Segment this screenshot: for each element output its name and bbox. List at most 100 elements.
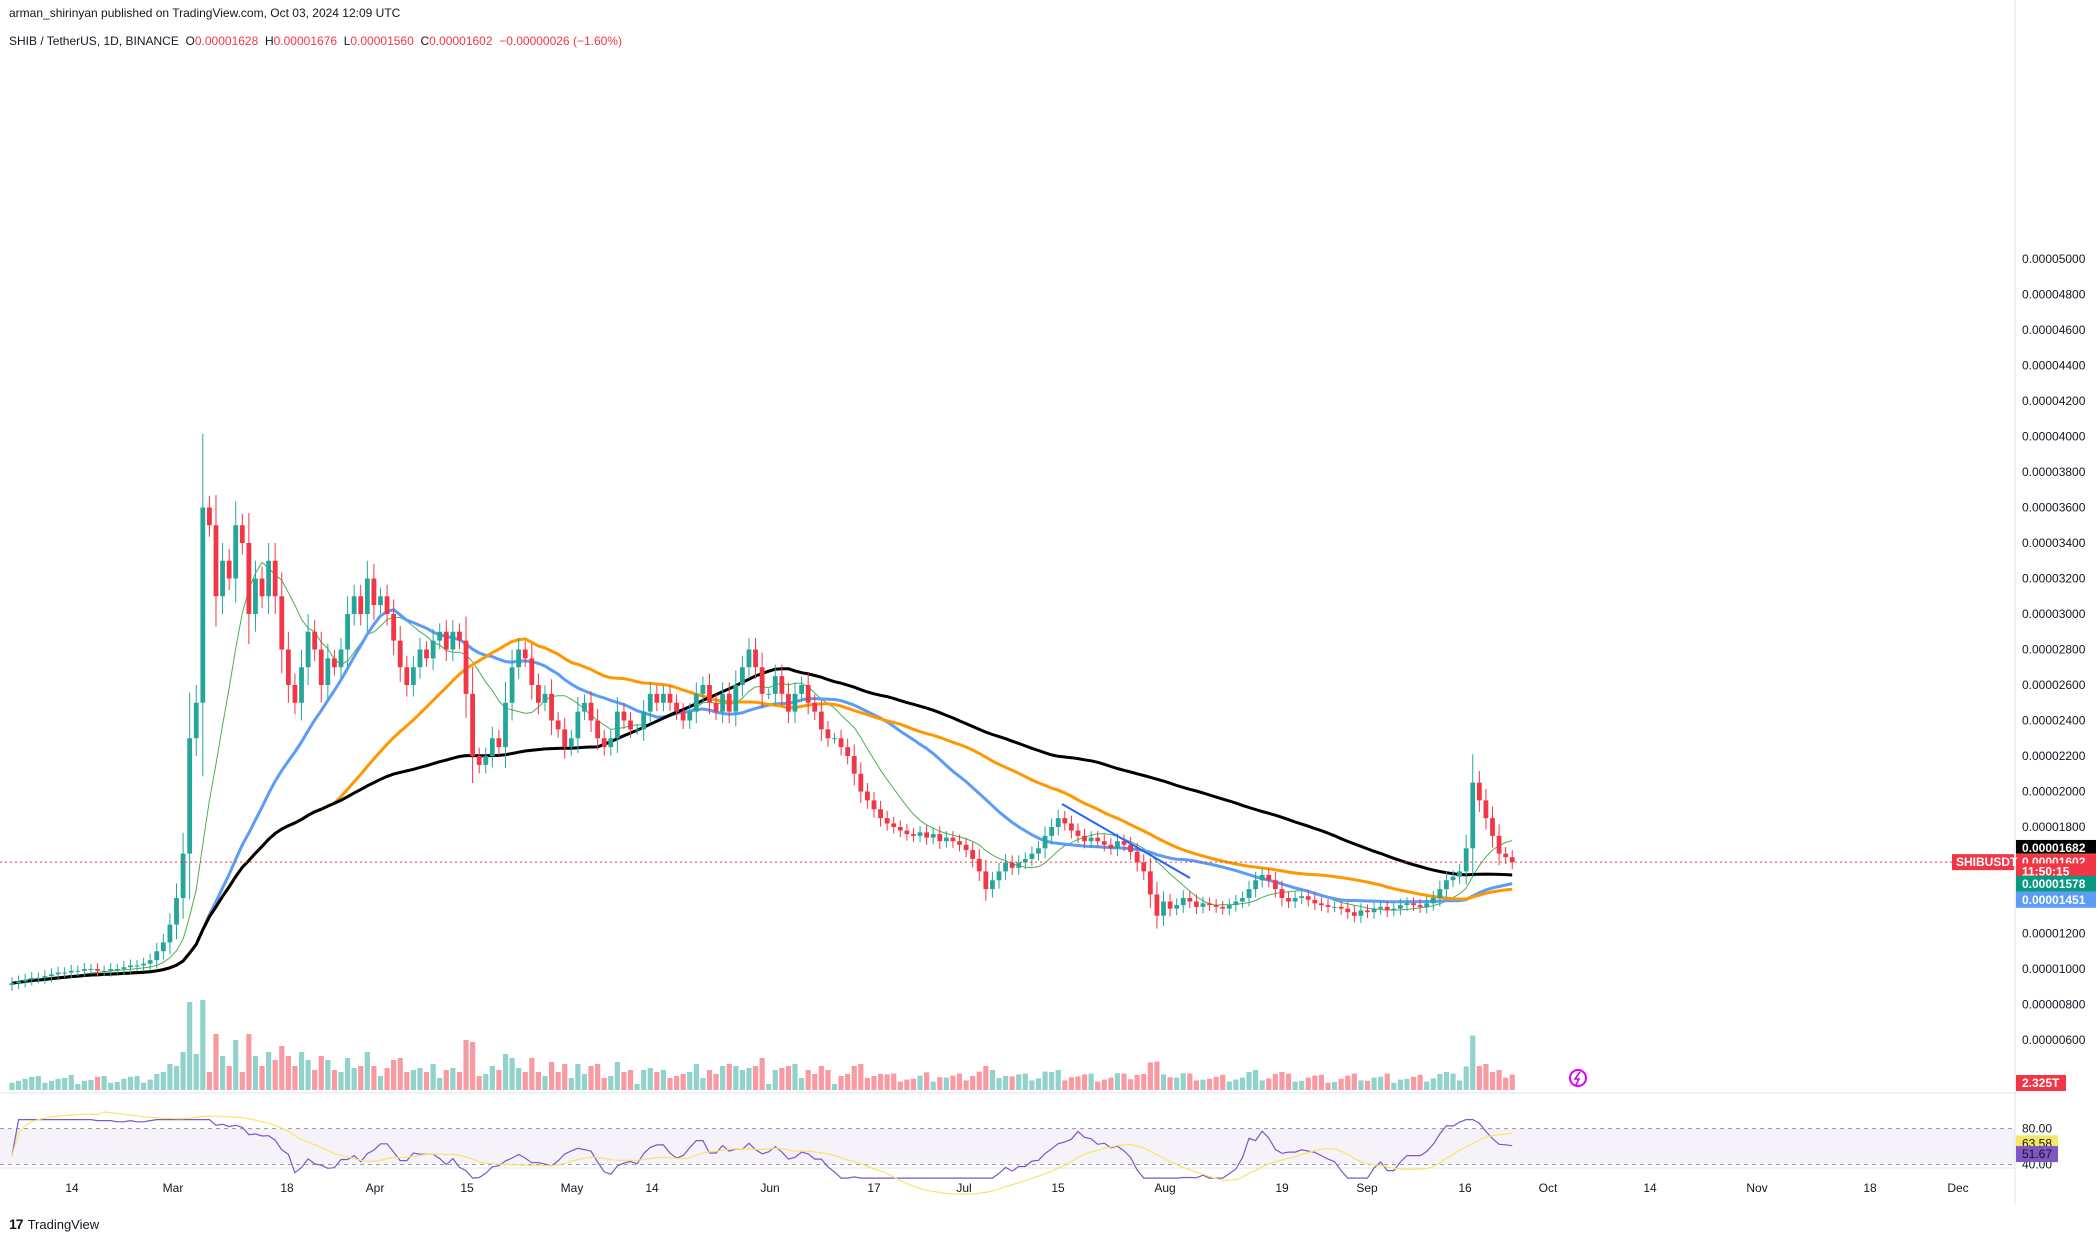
- high-value: 0.00001676: [273, 34, 338, 48]
- tradingview-logo-icon: 17: [9, 1216, 24, 1232]
- time-tick-label: 15: [460, 1181, 474, 1195]
- candle-body: [713, 702, 719, 712]
- candle-body: [101, 970, 107, 972]
- time-tick-label: Sep: [1356, 1181, 1378, 1195]
- candle-body: [1351, 912, 1357, 916]
- volume-bar: [1009, 1076, 1015, 1090]
- candle-body: [700, 685, 706, 694]
- volume-bar: [667, 1078, 673, 1090]
- time-tick-label: Oct: [1539, 1181, 1558, 1195]
- candle-body: [1397, 905, 1403, 909]
- candle-body: [371, 578, 377, 606]
- candle-body: [489, 738, 495, 756]
- high-label: H: [264, 34, 274, 48]
- time-tick-label: Dec: [1947, 1181, 1968, 1195]
- volume-bar: [1206, 1078, 1213, 1090]
- candle-body: [1424, 903, 1430, 907]
- candle-body: [621, 711, 627, 721]
- price-tag-label: 11:50:15: [2022, 864, 2070, 878]
- volume-bar: [1075, 1076, 1081, 1090]
- candle-body: [1134, 851, 1140, 863]
- volume-bar: [897, 1081, 903, 1090]
- volume-bar: [193, 1054, 199, 1090]
- volume-bar: [391, 1060, 397, 1090]
- candle-body: [437, 631, 443, 641]
- volume-bar: [397, 1058, 403, 1090]
- volume-bar: [35, 1076, 41, 1090]
- volume-bar: [298, 1052, 305, 1090]
- volume-bar: [733, 1066, 739, 1090]
- candle-body: [792, 693, 798, 712]
- volume-bar: [706, 1070, 713, 1090]
- candle-body: [924, 832, 930, 838]
- candle-body: [404, 667, 410, 685]
- candle-body: [851, 756, 857, 774]
- volume-bar: [858, 1064, 864, 1090]
- candle-body: [42, 976, 48, 978]
- candle-body: [1253, 880, 1259, 890]
- candle-body: [1319, 903, 1324, 906]
- candle-body: [1207, 903, 1212, 906]
- volume-bar: [779, 1068, 785, 1090]
- candle-body: [259, 578, 265, 597]
- alert-icon[interactable]: [1569, 1069, 1587, 1087]
- volume-bar: [463, 1040, 469, 1090]
- candle-body: [799, 685, 804, 694]
- volume-bar: [160, 1072, 166, 1090]
- candle-body: [397, 640, 403, 668]
- candle-body: [213, 525, 219, 597]
- volume-bar: [1364, 1080, 1371, 1090]
- candle-body: [976, 858, 982, 872]
- symbol-label[interactable]: SHIB / TetherUS, 1D, BINANCE: [9, 34, 179, 48]
- volume-bar: [1503, 1077, 1509, 1090]
- volume-bar: [134, 1076, 140, 1090]
- volume-bar: [1200, 1079, 1206, 1090]
- candle-body: [1049, 827, 1055, 836]
- time-tick-label: 14: [645, 1181, 659, 1195]
- volume-bar: [568, 1078, 574, 1090]
- candle-body: [641, 711, 647, 730]
- volume-bar: [660, 1070, 667, 1090]
- candle-body: [601, 738, 607, 748]
- candle-body: [582, 702, 587, 712]
- candle-body: [647, 693, 653, 712]
- trend-line-blue[interactable]: [1061, 803, 1191, 879]
- candle-body: [1299, 896, 1305, 898]
- candle-body: [720, 693, 726, 712]
- candle-body: [476, 756, 482, 765]
- volume-bar: [1496, 1070, 1502, 1090]
- volume-bar: [417, 1068, 423, 1090]
- volume-bar: [1029, 1080, 1035, 1090]
- volume-bar: [114, 1082, 120, 1090]
- volume-tag: [2016, 1075, 2066, 1091]
- volume-bar: [470, 1042, 476, 1090]
- candle-body: [1141, 862, 1147, 872]
- candle-body: [351, 596, 357, 614]
- candle-body: [1095, 837, 1101, 842]
- price-tick-label: 0.00000600: [2022, 1033, 2086, 1047]
- volume-bar: [535, 1072, 541, 1090]
- volume-bar: [68, 1074, 74, 1090]
- close-label: C: [420, 34, 430, 48]
- candle-body: [180, 853, 186, 898]
- volume-bar: [246, 1034, 252, 1090]
- candle-body: [1483, 800, 1489, 819]
- candle-body: [463, 640, 469, 694]
- candle-body: [970, 850, 976, 859]
- candle-body: [891, 823, 897, 827]
- volume-bar: [548, 1062, 555, 1090]
- volume-bar: [930, 1081, 936, 1090]
- volume-bar: [180, 1052, 186, 1090]
- tradingview-brand[interactable]: 17 TradingView: [9, 1216, 99, 1232]
- candle-body: [753, 649, 758, 668]
- candle-body: [1384, 906, 1390, 911]
- volume-bar: [877, 1074, 884, 1090]
- open-label: O: [185, 34, 195, 48]
- volume-bar: [9, 1082, 15, 1090]
- price-tick-label: 0.00004600: [2022, 323, 2086, 337]
- volume-bar: [173, 1066, 180, 1090]
- candle-body: [253, 578, 258, 614]
- volume-bar: [259, 1066, 265, 1090]
- volume-bar: [634, 1084, 640, 1090]
